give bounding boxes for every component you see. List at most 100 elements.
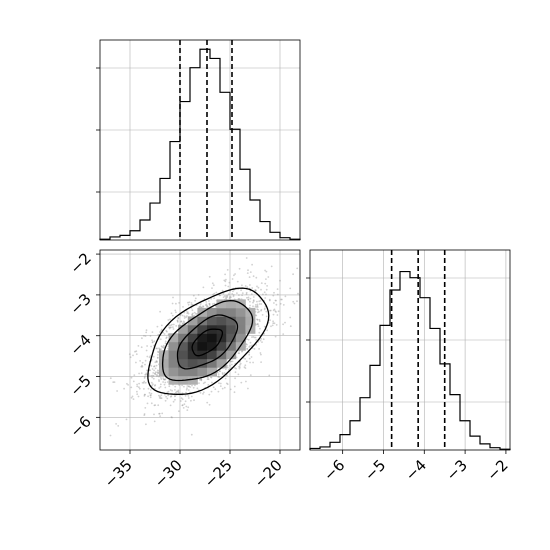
scatter-point: [192, 386, 195, 389]
scatter-point: [260, 303, 263, 305]
scatter-point: [258, 348, 260, 350]
scatter-point: [144, 381, 147, 384]
scatter-point: [254, 305, 257, 308]
scatter-point: [158, 387, 161, 389]
scatter-point: [256, 241, 258, 243]
density-cell: [226, 324, 237, 334]
scatter-point: [273, 322, 276, 325]
density-cell: [235, 316, 246, 326]
scatter-point: [276, 314, 279, 316]
scatter-point: [266, 329, 269, 332]
scatter-point: [260, 308, 263, 311]
scatter-point: [231, 293, 234, 295]
scatter-point: [153, 372, 156, 375]
scatter-point: [210, 376, 213, 379]
scatter-point: [202, 305, 204, 308]
scatter-point: [170, 312, 173, 315]
scatter-point: [160, 324, 163, 327]
scatter-point: [213, 292, 216, 295]
scatter-point: [258, 331, 261, 334]
scatter-point: [125, 418, 128, 421]
scatter-point: [241, 350, 243, 353]
scatter-point: [159, 415, 162, 417]
scatter-point: [249, 271, 252, 273]
scatter-point: [196, 387, 199, 390]
hist-panel-param-2: −6 −5 −4 −3 −2: [306, 249, 512, 484]
scatter-point: [152, 383, 154, 386]
scatter-point: [135, 361, 137, 364]
scatter-point: [260, 282, 263, 284]
scatter-point: [215, 305, 218, 308]
scatter-point: [183, 403, 186, 406]
scatter-point: [126, 382, 128, 385]
xtick-label-param-2: −3: [443, 456, 471, 484]
scatter-point: [246, 347, 249, 350]
density-cell: [187, 333, 198, 343]
density-cell: [187, 316, 198, 326]
scatter-point: [275, 299, 277, 302]
scatter-point: [154, 361, 157, 364]
density-cell: [245, 316, 256, 326]
histogram-step-param-2: [309, 270, 511, 450]
density-cell: [207, 316, 217, 326]
scatter-point: [273, 291, 275, 294]
scatter-point: [238, 365, 240, 368]
ytick-label-joint: −5: [66, 372, 94, 400]
scatter-point: [174, 395, 177, 397]
scatter-point: [155, 364, 158, 367]
scatter-point: [182, 322, 185, 325]
scatter-point: [272, 309, 275, 312]
scatter-point: [156, 360, 158, 363]
scatter-point: [183, 385, 185, 388]
scatter-point: [204, 304, 207, 306]
scatter-point: [193, 311, 196, 314]
scatter-point: [223, 386, 226, 389]
scatter-point: [152, 355, 155, 358]
joint-yticks: −6 −5 −4 −3 −2: [66, 249, 100, 441]
scatter-point: [248, 351, 251, 354]
scatter-point: [249, 304, 251, 307]
scatter-point: [130, 376, 133, 379]
scatter-point: [144, 359, 147, 362]
scatter-point: [150, 365, 153, 367]
scatter-point: [246, 272, 249, 274]
scatter-point: [226, 269, 229, 271]
scatter-point: [293, 302, 296, 305]
scatter-point: [199, 305, 202, 308]
scatter-point: [221, 372, 224, 374]
scatter-point: [160, 394, 163, 397]
scatter-point: [194, 297, 197, 300]
scatter-point: [249, 284, 251, 286]
scatter-point: [154, 372, 157, 375]
scatter-point: [234, 377, 237, 380]
scatter-point: [229, 296, 231, 298]
scatter-point: [235, 367, 238, 370]
scatter-point: [144, 373, 147, 376]
scatter-point: [262, 293, 264, 296]
scatter-point: [255, 323, 258, 326]
scatter-point: [247, 296, 250, 299]
scatter-point: [258, 320, 261, 322]
scatter-point: [275, 303, 278, 306]
scatter-point: [280, 298, 282, 301]
ytick-label-joint: −6: [66, 412, 94, 440]
scatter-point: [175, 390, 178, 393]
scatter-point: [239, 364, 241, 366]
scatter-point: [192, 312, 194, 315]
scatter-point: [166, 330, 168, 333]
density-cell: [159, 358, 169, 368]
scatter-point: [167, 394, 170, 397]
scatter-point: [211, 381, 213, 384]
scatter-point: [143, 413, 146, 415]
scatter-point: [296, 300, 298, 303]
scatter-point: [257, 308, 259, 311]
scatter-point: [157, 354, 159, 356]
scatter-point: [257, 323, 259, 326]
scatter-point: [169, 324, 172, 327]
scatter-point: [157, 333, 160, 336]
scatter-point: [194, 299, 197, 302]
scatter-point: [265, 270, 268, 273]
scatter-point: [251, 263, 254, 266]
scatter-point: [143, 414, 146, 416]
scatter-point: [166, 381, 169, 383]
